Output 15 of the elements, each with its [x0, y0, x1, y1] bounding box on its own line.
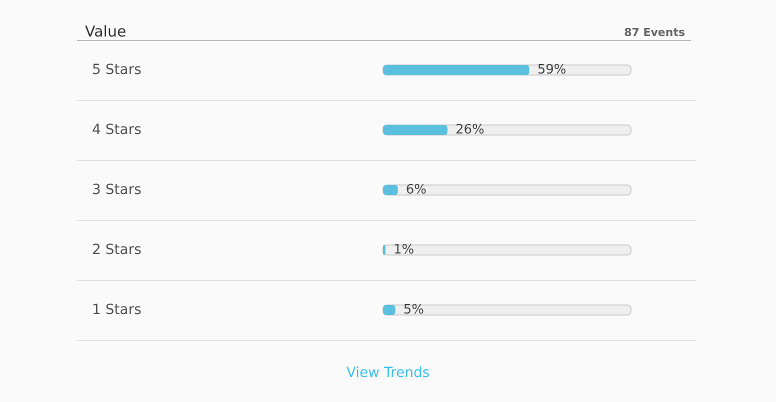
y-tick-label: 1 Stars — [92, 302, 142, 318]
text: 87 Events — [624, 26, 686, 39]
data-label: 1% — [393, 242, 414, 258]
text: Value — [85, 22, 126, 40]
bar — [383, 125, 448, 135]
data-label: 59% — [537, 62, 566, 78]
y-tick-label: 4 Stars — [92, 122, 142, 138]
bar — [383, 185, 398, 195]
data-label: 6% — [406, 182, 427, 198]
y-tick-label: 3 Stars — [92, 182, 142, 198]
data-label: 26% — [455, 122, 484, 138]
text: View Trends — [346, 365, 430, 381]
y-tick-label: 5 Stars — [92, 62, 142, 78]
y-tick-label: 2 Stars — [92, 242, 142, 258]
data-label: 5% — [403, 302, 424, 318]
